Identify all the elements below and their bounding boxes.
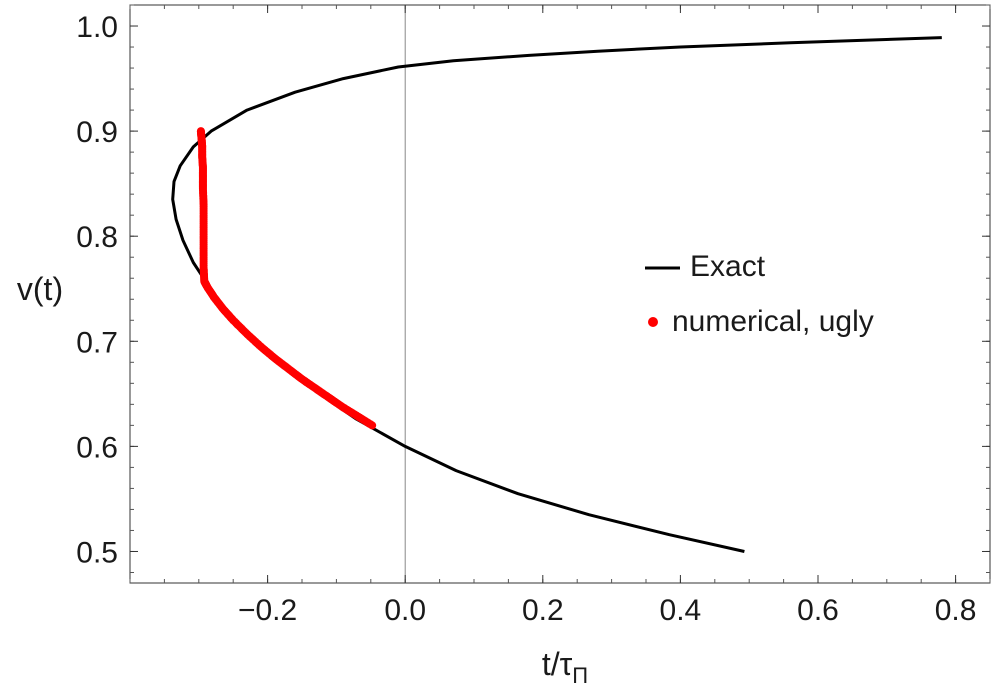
numerical-point	[196, 127, 205, 136]
x-tick-label: 0.2	[522, 594, 564, 627]
axis-ticks	[129, 4, 991, 583]
plot-frame	[129, 4, 991, 584]
legend-numerical-swatch	[648, 317, 658, 327]
x-axis-label-main: t/τ	[542, 646, 573, 682]
y-tick-label: 0.8	[76, 221, 118, 254]
y-tick-label: 0.9	[76, 116, 118, 149]
y-axis-label: v(t)	[17, 271, 63, 307]
x-axis-label-subscript: Π	[572, 663, 588, 688]
series-line-exact	[171, 36, 942, 553]
y-tick-label: 0.6	[76, 431, 118, 464]
legend-numerical-label: numerical, ugly	[672, 305, 874, 338]
legend: Exact numerical, ugly	[645, 250, 874, 338]
legend-exact-label: Exact	[690, 250, 766, 283]
x-tick-label: −0.2	[238, 594, 297, 627]
series-points-numerical	[196, 127, 377, 430]
y-tick-label: 1.0	[76, 11, 118, 44]
axis-tick-labels: −0.2 0.0 0.2 0.4 0.6 0.8 0.5 0.6 0.7 0.8 0.9 1.0	[76, 11, 976, 627]
series-layer	[171, 36, 942, 553]
y-tick-label: 0.7	[76, 326, 118, 359]
x-tick-label: 0.4	[660, 594, 702, 627]
x-tick-label: 0.0	[384, 594, 426, 627]
y-tick-label: 0.5	[76, 536, 118, 569]
x-tick-label: 0.6	[797, 594, 839, 627]
x-tick-label: 0.8	[935, 594, 977, 627]
x-axis-label: t/τΠ	[542, 646, 588, 688]
